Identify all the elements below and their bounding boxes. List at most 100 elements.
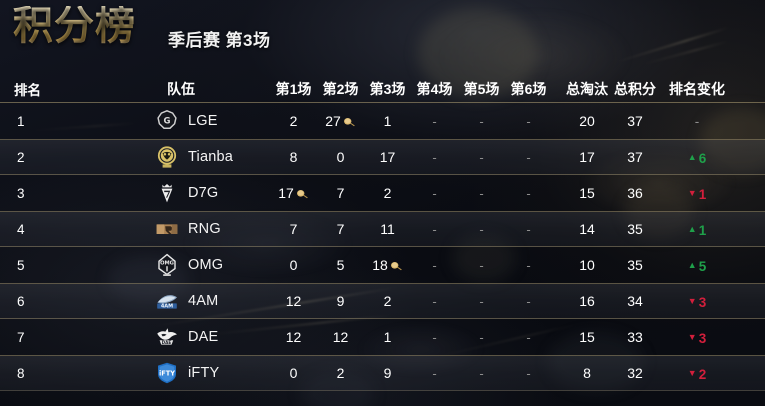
score-wrap: 7 xyxy=(290,221,298,237)
score-value: 27 xyxy=(325,113,341,129)
score-wrap: 1 xyxy=(384,329,392,345)
score-value: 0 xyxy=(336,149,345,165)
placeholder-dash: - xyxy=(479,150,484,165)
cell-m4: - xyxy=(411,185,458,201)
frying-pan-icon xyxy=(390,260,403,271)
cell-m6: - xyxy=(505,185,552,201)
column-header-match5: 第5场 xyxy=(463,81,500,97)
cell-m4: - xyxy=(411,365,458,381)
score-value: 11 xyxy=(380,221,395,237)
subtitle-stage: 季后赛 xyxy=(168,31,221,50)
cell-m1: 12 xyxy=(270,329,317,345)
cell-m2: 0 xyxy=(317,149,364,165)
rank-change-none: - xyxy=(694,114,700,129)
cell-m1: 8 xyxy=(270,149,317,165)
score-wrap: 8 xyxy=(290,149,298,165)
d7g-logo xyxy=(155,181,179,205)
column-header-total-points: 总积分 xyxy=(614,81,656,97)
cell-total-kills: 15 xyxy=(579,185,595,201)
score-value: 12 xyxy=(285,293,302,309)
table-row: 2 Tianba 8 0 17 - - - 17 37 ▲ 6 xyxy=(0,139,765,175)
cell-total-kills: 20 xyxy=(579,113,595,129)
cell-m3: 1 xyxy=(364,113,411,129)
placeholder-dash: - xyxy=(526,366,531,381)
score-wrap: 12 xyxy=(286,293,302,309)
cell-m4: - xyxy=(411,329,458,345)
cell-total-points: 36 xyxy=(627,185,643,201)
cell-m4: - xyxy=(411,113,458,129)
rank-change-up: ▲ 5 xyxy=(688,259,706,274)
score-wrap: 27 xyxy=(325,113,356,129)
rank-change-up: ▲ 6 xyxy=(688,151,706,166)
team-name: LGE xyxy=(188,113,218,129)
score-wrap: 0 xyxy=(290,365,298,381)
cell-rank: 8 xyxy=(17,365,25,381)
cell-team: iFTY iFTY xyxy=(60,361,270,385)
placeholder-dash: - xyxy=(432,150,437,165)
rank-change-up: ▲ 1 xyxy=(688,223,706,238)
cell-rank-change: ▲ 5 xyxy=(659,256,735,274)
cell-rank-change: ▼ 2 xyxy=(659,364,735,382)
placeholder-dash: - xyxy=(479,258,484,273)
cell-team: DAE DAE xyxy=(60,325,270,349)
placeholder-dash: - xyxy=(432,222,437,237)
cell-rank: 2 xyxy=(17,149,25,165)
column-header-team: 队伍 xyxy=(167,81,195,97)
table-row: 3 D7G 17 7 2 - - - 15 36 ▼ 1 xyxy=(0,175,765,211)
placeholder-dash: - xyxy=(526,150,531,165)
score-value: 0 xyxy=(289,365,298,381)
rank-change-value: 1 xyxy=(698,223,707,238)
cell-m1: 7 xyxy=(270,221,317,237)
cell-m2: 7 xyxy=(317,185,364,201)
score-value: 7 xyxy=(336,221,345,237)
score-value: 2 xyxy=(383,293,392,309)
down-arrow-icon: ▼ xyxy=(687,368,697,378)
cell-m2: 9 xyxy=(317,293,364,309)
cell-rank: 1 xyxy=(17,113,25,129)
score-wrap: 0 xyxy=(290,257,298,273)
score-wrap: 0 xyxy=(337,149,345,165)
cell-m4: - xyxy=(411,293,458,309)
score-wrap: 7 xyxy=(337,221,345,237)
cell-m4: - xyxy=(411,257,458,273)
score-value: 17 xyxy=(278,185,294,201)
rank-change-down: ▼ 1 xyxy=(688,187,706,202)
placeholder-dash: - xyxy=(432,258,437,273)
cell-m5: - xyxy=(458,113,505,129)
score-value: 1 xyxy=(383,329,392,345)
score-wrap: 2 xyxy=(384,185,392,201)
cell-rank: 7 xyxy=(17,329,25,345)
cell-m3: 17 xyxy=(364,149,411,165)
rank-change-value: 5 xyxy=(698,259,707,274)
cell-total-points: 37 xyxy=(627,113,643,129)
score-wrap: 17 xyxy=(380,149,396,165)
placeholder-dash: - xyxy=(526,222,531,237)
up-arrow-icon: ▲ xyxy=(687,260,697,270)
cell-m3: 11 xyxy=(364,221,411,237)
placeholder-dash: - xyxy=(432,294,437,309)
cell-m6: - xyxy=(505,149,552,165)
cell-m5: - xyxy=(458,149,505,165)
team-name: OMG xyxy=(188,257,224,273)
standings-table: 排名 队伍 第1场 第2场 第3场 第4场 第5场 第6场 总淘汰 总积分 排名… xyxy=(0,76,765,391)
rank-change-value: 6 xyxy=(698,151,707,166)
rank-change-down: ▼ 2 xyxy=(688,367,706,382)
cell-total-points: 37 xyxy=(627,149,643,165)
score-wrap: 7 xyxy=(337,185,345,201)
column-header-total-kills: 总淘汰 xyxy=(566,81,608,97)
table-row: 8 iFTY iFTY 0 2 9- - -8 32 ▼ 2 xyxy=(0,355,765,391)
cell-m5: - xyxy=(458,293,505,309)
team-name: 4AM xyxy=(188,293,219,309)
cell-rank-change: ▼ 3 xyxy=(659,328,735,346)
cell-team: G LGE xyxy=(60,109,270,133)
cell-total-kills: 17 xyxy=(579,149,595,165)
cell-m5: - xyxy=(458,329,505,345)
cell-total-kills: 16 xyxy=(579,293,595,309)
rank-change-value: 1 xyxy=(698,187,707,202)
score-value: 9 xyxy=(336,293,345,309)
cell-m3: 1 xyxy=(364,329,411,345)
placeholder-dash: - xyxy=(526,294,531,309)
cell-m3: 18 xyxy=(364,257,411,273)
score-wrap: 9 xyxy=(337,293,345,309)
